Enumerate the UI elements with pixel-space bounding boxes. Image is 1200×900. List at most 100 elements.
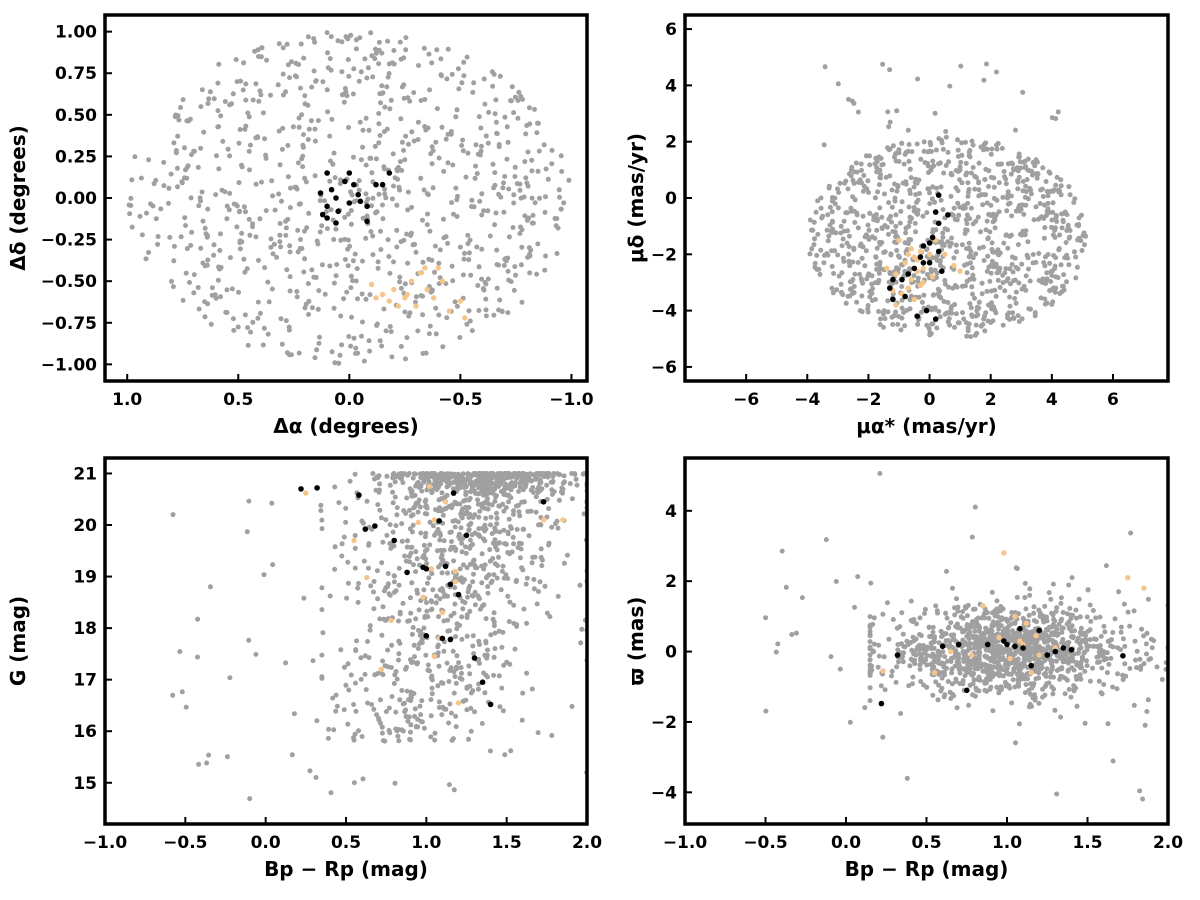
field-star-point xyxy=(498,587,504,593)
field-star-point xyxy=(416,641,422,647)
field-star-point xyxy=(338,313,344,319)
highlight-star-point xyxy=(391,286,397,293)
field-star-point xyxy=(443,505,449,511)
field-star-point xyxy=(1070,634,1076,640)
field-star-point xyxy=(416,497,422,503)
field-star-point xyxy=(955,137,960,143)
field-star-point xyxy=(346,687,352,693)
field-star-point xyxy=(358,676,364,682)
field-star-point xyxy=(838,223,844,229)
field-star-point xyxy=(1024,177,1030,183)
field-star-point xyxy=(974,660,980,666)
field-star-point xyxy=(510,483,516,489)
field-star-point xyxy=(1131,608,1137,614)
y-tick-label: 0 xyxy=(665,643,677,663)
field-star-point xyxy=(360,215,366,221)
field-star-point xyxy=(542,267,548,273)
field-star-point xyxy=(836,273,842,279)
field-star-point xyxy=(835,205,841,211)
field-star-point xyxy=(889,204,895,210)
field-star-point xyxy=(988,151,994,157)
field-star-point xyxy=(1003,232,1009,238)
field-star-point xyxy=(921,292,927,298)
field-star-point xyxy=(479,276,485,282)
field-star-point xyxy=(947,689,953,695)
field-star-point xyxy=(968,205,974,211)
field-star-point xyxy=(861,173,867,178)
field-star-point xyxy=(1131,702,1137,708)
field-star-point xyxy=(949,172,955,178)
field-star-point xyxy=(246,498,252,504)
field-star-point xyxy=(964,212,970,218)
field-star-point xyxy=(460,606,466,612)
field-star-point xyxy=(1032,654,1038,660)
field-star-point xyxy=(439,570,445,576)
field-star-point xyxy=(930,321,936,327)
field-star-point xyxy=(191,148,197,154)
field-star-point xyxy=(394,512,400,518)
field-star-point xyxy=(492,486,498,492)
field-star-point xyxy=(494,247,500,253)
field-star-point xyxy=(354,266,360,272)
field-star-point xyxy=(1052,263,1058,269)
field-star-point xyxy=(385,647,391,653)
field-star-point xyxy=(506,234,512,240)
field-star-point xyxy=(899,297,905,303)
field-star-point xyxy=(879,240,885,245)
field-star-point xyxy=(481,208,487,214)
field-star-point xyxy=(984,61,989,67)
y-tick-label: 0.25 xyxy=(55,147,97,167)
field-star-point xyxy=(862,705,868,711)
field-star-point xyxy=(198,245,204,251)
field-star-point xyxy=(1022,654,1028,660)
highlight-star-point xyxy=(947,648,954,655)
field-star-point xyxy=(1027,187,1033,193)
field-star-point xyxy=(880,611,886,617)
field-star-point xyxy=(814,252,820,258)
field-star-point xyxy=(171,243,177,249)
field-star-point xyxy=(306,312,311,317)
field-star-point xyxy=(1018,207,1024,213)
field-star-point xyxy=(433,305,439,311)
field-star-point xyxy=(511,287,517,293)
field-star-point xyxy=(427,323,433,329)
field-star-point xyxy=(376,121,382,127)
field-star-point xyxy=(341,99,347,105)
field-star-point xyxy=(339,69,345,75)
field-star-point xyxy=(972,173,978,179)
field-star-point xyxy=(997,161,1003,167)
field-star-point xyxy=(429,571,435,577)
field-star-point xyxy=(924,210,930,216)
field-star-point xyxy=(899,610,905,616)
field-star-point xyxy=(377,91,383,97)
field-star-point xyxy=(356,178,362,184)
field-star-point xyxy=(958,63,964,69)
field-star-point xyxy=(207,89,213,95)
field-star-point xyxy=(1012,684,1018,690)
field-star-point xyxy=(305,34,311,40)
field-star-point xyxy=(912,179,918,185)
field-star-point xyxy=(247,167,252,173)
field-star-point xyxy=(432,737,438,743)
field-star-point xyxy=(439,556,445,562)
field-star-point xyxy=(957,670,963,676)
field-star-point xyxy=(967,147,973,153)
field-star-point xyxy=(1058,714,1064,720)
field-star-point xyxy=(407,736,413,742)
field-star-point xyxy=(964,622,970,628)
field-star-point xyxy=(507,661,513,667)
field-star-point xyxy=(1047,260,1053,266)
field-star-point xyxy=(413,249,419,255)
field-star-point xyxy=(1027,278,1033,284)
field-star-point xyxy=(866,271,872,277)
field-star-point xyxy=(972,628,978,634)
highlight-star-point xyxy=(395,303,401,309)
field-star-point xyxy=(1044,618,1050,624)
field-star-point xyxy=(378,228,383,234)
field-star-point xyxy=(453,114,459,120)
field-star-point xyxy=(948,620,954,626)
field-star-point xyxy=(1019,202,1025,208)
field-star-point xyxy=(397,609,403,615)
field-star-point xyxy=(1066,235,1072,241)
field-star-point xyxy=(319,607,325,613)
